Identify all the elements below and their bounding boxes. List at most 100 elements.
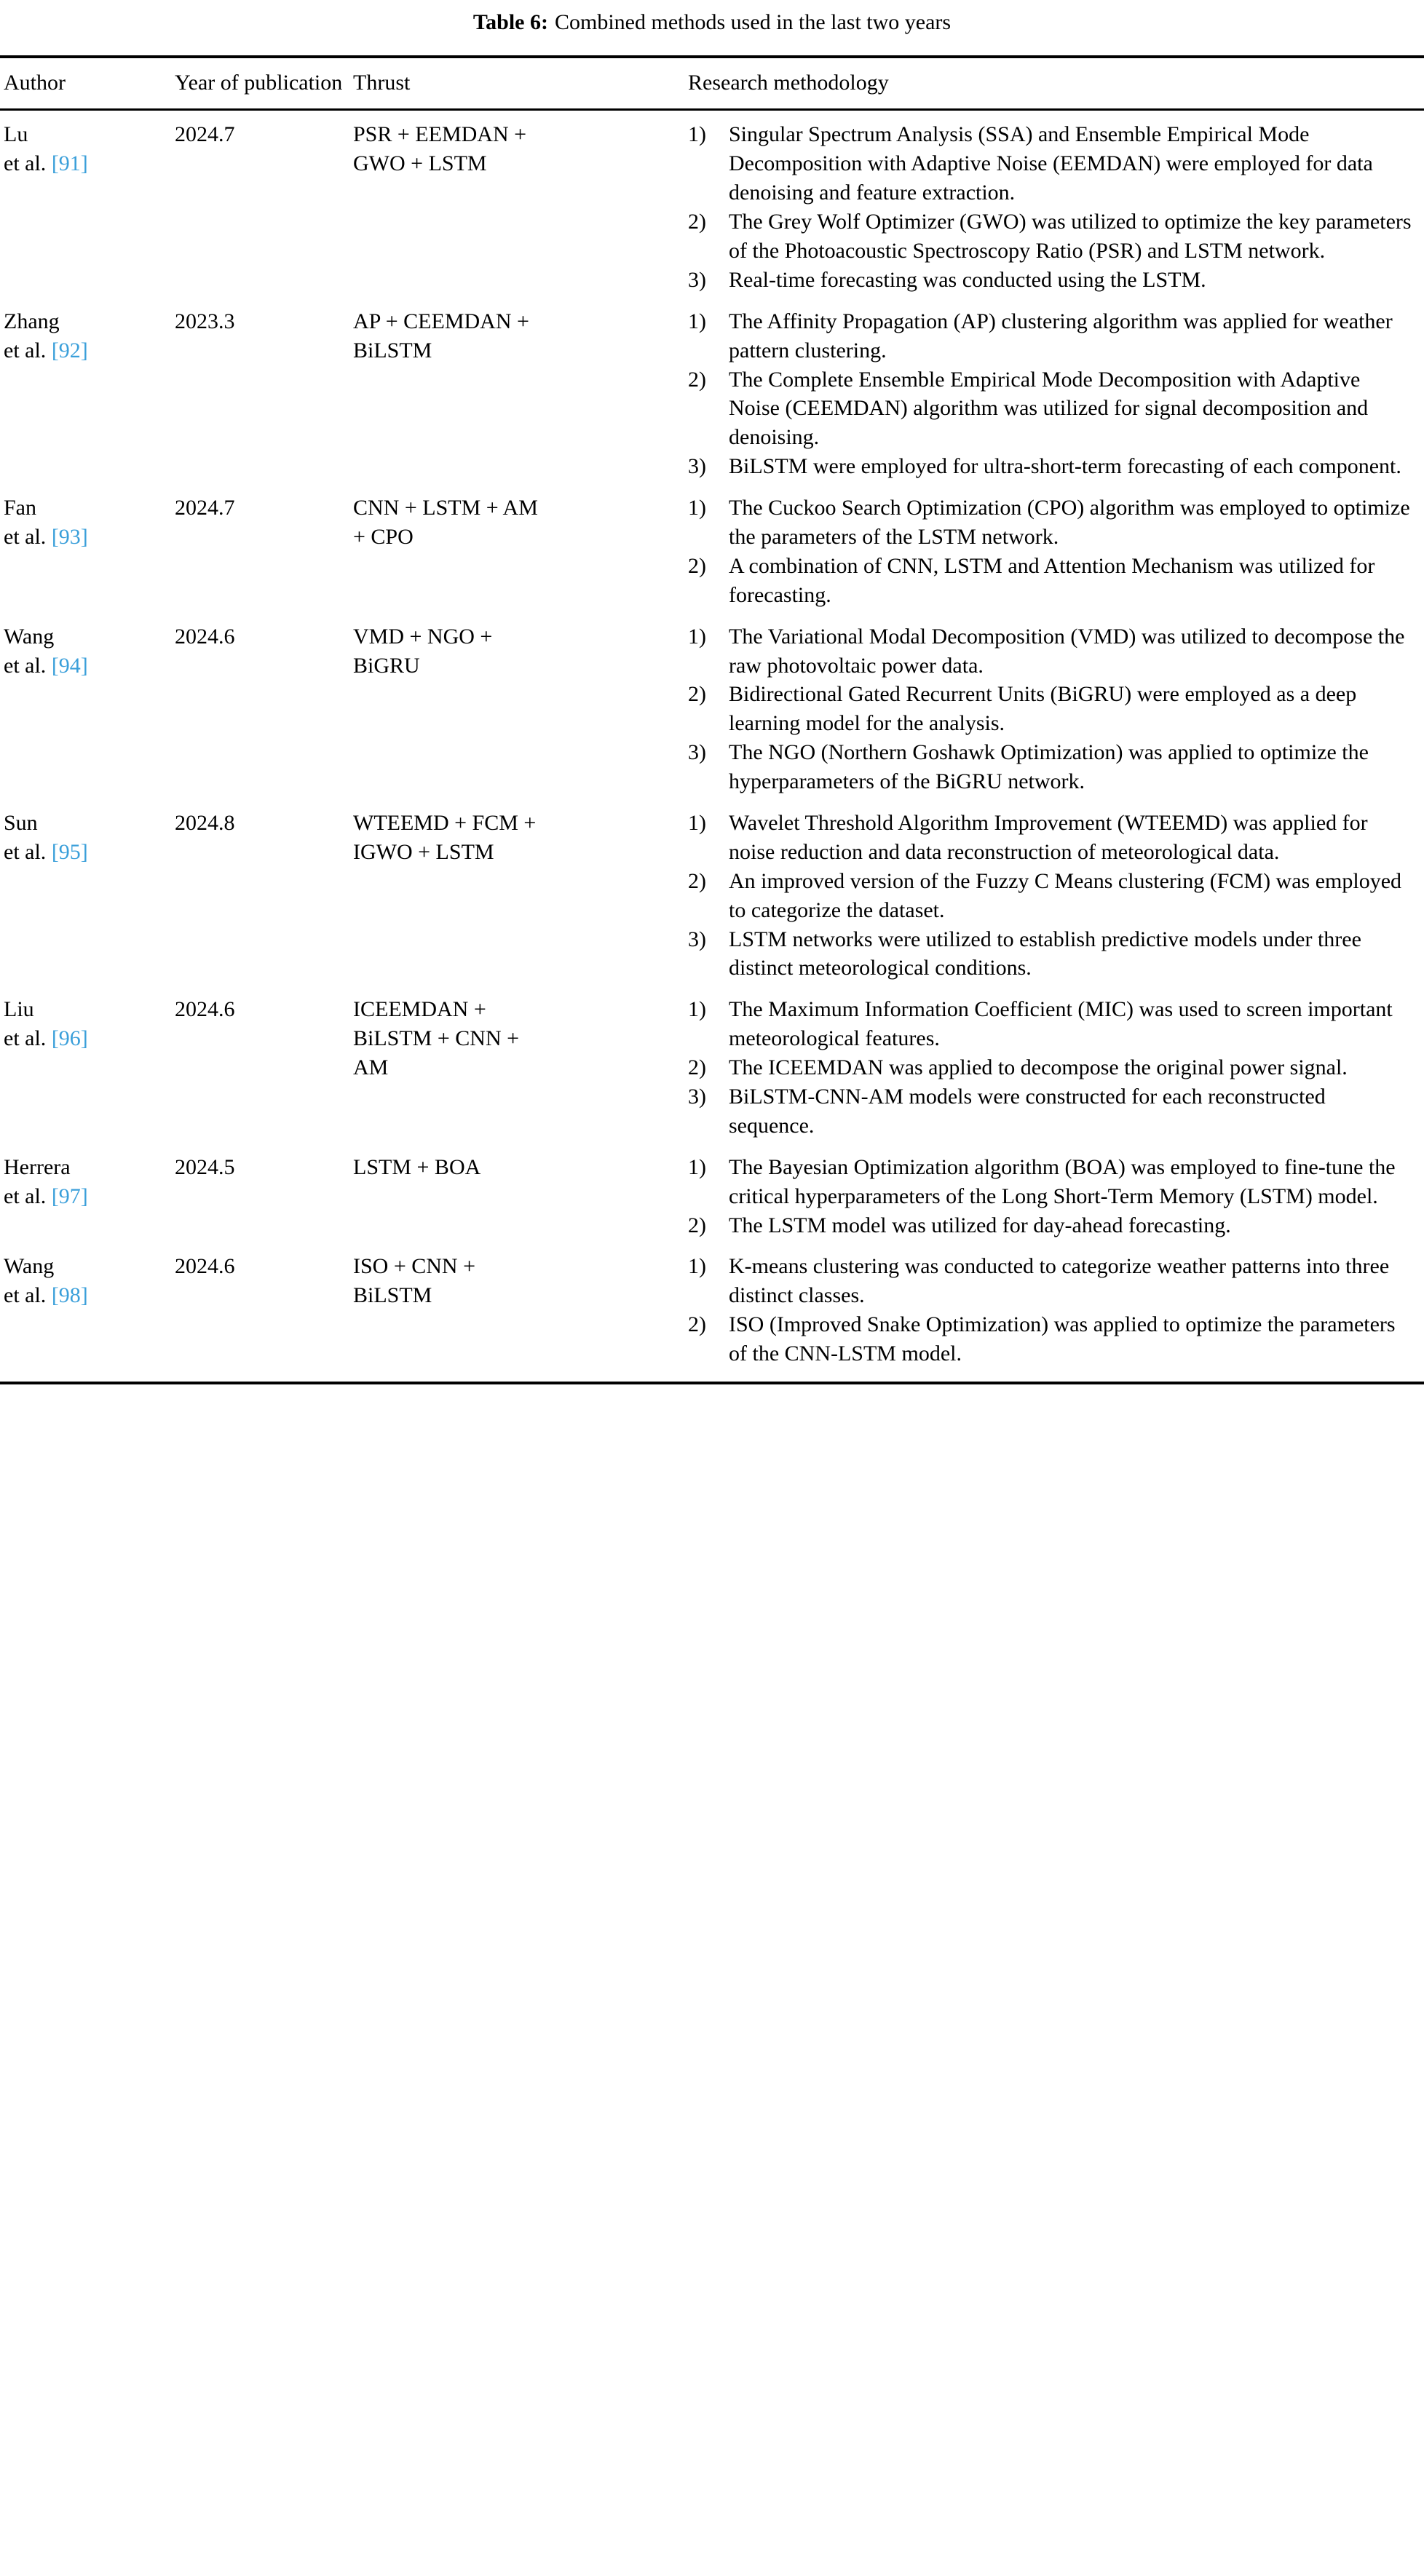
methodology-item: 3) The NGO (Northern Goshawk Optimization… — [688, 738, 1414, 796]
methodology-item-text: The Affinity Propagation (AP) clustering… — [729, 309, 1393, 362]
cell-year: 2024.7 — [175, 122, 235, 147]
cell-methodology: 1) Singular Spectrum Analysis (SSA) and E… — [688, 111, 1424, 297]
author-etal-text: et al. — [4, 839, 47, 864]
methodology-item: 2) ISO (Improved Snake Optimization) was … — [688, 1310, 1414, 1368]
methodology-item-number: 1) — [688, 1154, 706, 1179]
thrust-line: AP + CEEMDAN + — [353, 309, 529, 333]
cell-methodology: 1) K-means clustering was conducted to ca… — [688, 1243, 1424, 1371]
methodology-list: 1) K-means clustering was conducted to ca… — [688, 1252, 1414, 1368]
methodology-list: 1) The Cuckoo Search Optimization (CPO) a… — [688, 494, 1414, 610]
thrust-line: PSR + EEMDAN + — [353, 122, 527, 147]
citation-link[interactable]: [98] — [51, 1283, 88, 1308]
table-body: Lu et al. [91] 2024.7 PSR + EEMDAN + GWO… — [0, 111, 1424, 1371]
cell-author: Wang et al. [98] — [0, 1243, 175, 1371]
thrust-line: ISO + CNN + — [353, 1254, 476, 1279]
table-caption: Table 6: Combined methods used in the las… — [0, 0, 1424, 55]
cell-author: Zhang et al. [92] — [0, 298, 175, 484]
citation-link[interactable]: [93] — [51, 524, 88, 549]
citation-link[interactable]: [95] — [51, 839, 88, 864]
author-etal: et al. [96] — [4, 1024, 165, 1053]
table-header: Author Year of publication Thrust Resear… — [0, 58, 1424, 109]
thrust-line: BiLSTM — [353, 1283, 432, 1308]
methodology-item-text: BiLSTM-CNN-AM models were constructed fo… — [729, 1085, 1326, 1138]
thrust-line: + CPO — [353, 524, 414, 549]
methodology-item-number: 1) — [688, 309, 706, 333]
thrust-line: VMD + NGO + — [353, 624, 493, 649]
author-etal: et al. [97] — [4, 1182, 165, 1211]
cell-thrust: PSR + EEMDAN + GWO + LSTM — [353, 111, 688, 297]
methodology-item-text: ISO (Improved Snake Optimization) was ap… — [729, 1312, 1396, 1366]
author-name: Fan — [4, 496, 36, 520]
thrust-line: LSTM + BOA — [353, 1154, 481, 1179]
methodology-item-number: 1) — [688, 1254, 706, 1279]
author-etal-text: et al. — [4, 1184, 47, 1208]
citation-link[interactable]: [97] — [51, 1184, 88, 1208]
methodology-item-number: 1) — [688, 997, 706, 1022]
methodology-item-number: 1) — [688, 122, 706, 147]
thrust-line: AM — [353, 1055, 389, 1080]
methodology-item-number: 2) — [688, 682, 706, 707]
cell-year: 2024.5 — [175, 1154, 235, 1179]
column-header-year: Year of publication — [175, 70, 343, 95]
thrust-line: BiLSTM + CNN + — [353, 1026, 520, 1051]
cell-thrust: LSTM + BOA — [353, 1144, 688, 1243]
methodology-item: 1) The Maximum Information Coefficient (M… — [688, 995, 1414, 1053]
methodology-list: 1) The Affinity Propagation (AP) clusteri… — [688, 307, 1414, 481]
author-name: Wang — [4, 1254, 55, 1279]
methodology-item-text: The Cuckoo Search Optimization (CPO) alg… — [729, 496, 1410, 549]
cell-methodology: 1) The Maximum Information Coefficient (M… — [688, 986, 1424, 1143]
cell-author: Lu et al. [91] — [0, 111, 175, 297]
cell-methodology: 1) Wavelet Threshold Algorithm Improvemen… — [688, 799, 1424, 986]
methodology-item-text: The LSTM model was utilized for day-ahea… — [729, 1213, 1231, 1237]
table-row: Zhang et al. [92] 2023.3 AP + CEEMDAN + … — [0, 298, 1424, 484]
methodology-item: 2) A combination of CNN, LSTM and Attenti… — [688, 552, 1414, 610]
cell-year: 2024.6 — [175, 997, 235, 1022]
methodology-list: 1) Wavelet Threshold Algorithm Improvemen… — [688, 809, 1414, 983]
author-name: Herrera — [4, 1154, 71, 1179]
column-header-author: Author — [4, 70, 66, 95]
citation-link[interactable]: [92] — [51, 338, 88, 362]
methodology-item-number: 2) — [688, 553, 706, 578]
methodology-item: 3) BiLSTM-CNN-AM models were constructed … — [688, 1082, 1414, 1141]
methodology-item-number: 3) — [688, 927, 706, 951]
author-name: Liu — [4, 997, 34, 1022]
cell-methodology: 1) The Variational Modal Decomposition (V… — [688, 613, 1424, 799]
table-row: Wang et al. [98] 2024.6 ISO + CNN + BiLS… — [0, 1243, 1424, 1371]
cell-author: Herrera et al. [97] — [0, 1144, 175, 1243]
author-etal: et al. [93] — [4, 523, 165, 552]
methodology-item-number: 2) — [688, 210, 706, 234]
combined-methods-table: Author Year of publication Thrust Resear… — [0, 58, 1424, 109]
citation-link[interactable]: [96] — [51, 1026, 88, 1051]
methodology-item: 1) The Affinity Propagation (AP) clusteri… — [688, 307, 1414, 365]
methodology-item: 2) An improved version of the Fuzzy C Mea… — [688, 867, 1414, 925]
methodology-item-number: 3) — [688, 1085, 706, 1109]
methodology-item-text: The Grey Wolf Optimizer (GWO) was utiliz… — [729, 210, 1412, 263]
citation-link[interactable]: [91] — [51, 151, 88, 176]
author-etal-text: et al. — [4, 653, 47, 678]
header-row: Author Year of publication Thrust Resear… — [0, 58, 1424, 109]
bottom-spacer — [0, 1371, 1424, 1382]
table-row: Liu et al. [96] 2024.6 ICEEMDAN + BiLSTM… — [0, 986, 1424, 1143]
table-row: Wang et al. [94] 2024.6 VMD + NGO + BiGR… — [0, 613, 1424, 799]
methodology-item: 2) The Complete Ensemble Empirical Mode D… — [688, 365, 1414, 453]
methodology-list: 1) The Bayesian Optimization algorithm (B… — [688, 1153, 1414, 1240]
methodology-item: 3) LSTM networks were utilized to establi… — [688, 925, 1414, 983]
cell-methodology: 1) The Bayesian Optimization algorithm (B… — [688, 1144, 1424, 1243]
methodology-item-text: LSTM networks were utilized to establish… — [729, 927, 1361, 980]
cell-year: 2024.6 — [175, 624, 235, 649]
author-etal-text: et al. — [4, 1283, 47, 1308]
methodology-item-text: Wavelet Threshold Algorithm Improvement … — [729, 810, 1368, 864]
cell-author: Sun et al. [95] — [0, 799, 175, 986]
methodology-item-text: The Variational Modal Decomposition (VMD… — [729, 624, 1405, 678]
thrust-line: BiGRU — [353, 653, 420, 678]
methodology-item-text: A combination of CNN, LSTM and Attention… — [729, 553, 1375, 607]
citation-link[interactable]: [94] — [51, 653, 88, 678]
methodology-item-text: The Bayesian Optimization algorithm (BOA… — [729, 1154, 1396, 1208]
cell-thrust: CNN + LSTM + AM + CPO — [353, 484, 688, 613]
table-bottom-rule — [0, 1382, 1424, 1385]
methodology-item-number: 2) — [688, 1312, 706, 1337]
methodology-item: 1) The Cuckoo Search Optimization (CPO) a… — [688, 494, 1414, 552]
author-etal: et al. [95] — [4, 838, 165, 867]
column-header-methodology: Research methodology — [688, 70, 889, 95]
methodology-item-text: Real-time forecasting was conducted usin… — [729, 267, 1206, 292]
